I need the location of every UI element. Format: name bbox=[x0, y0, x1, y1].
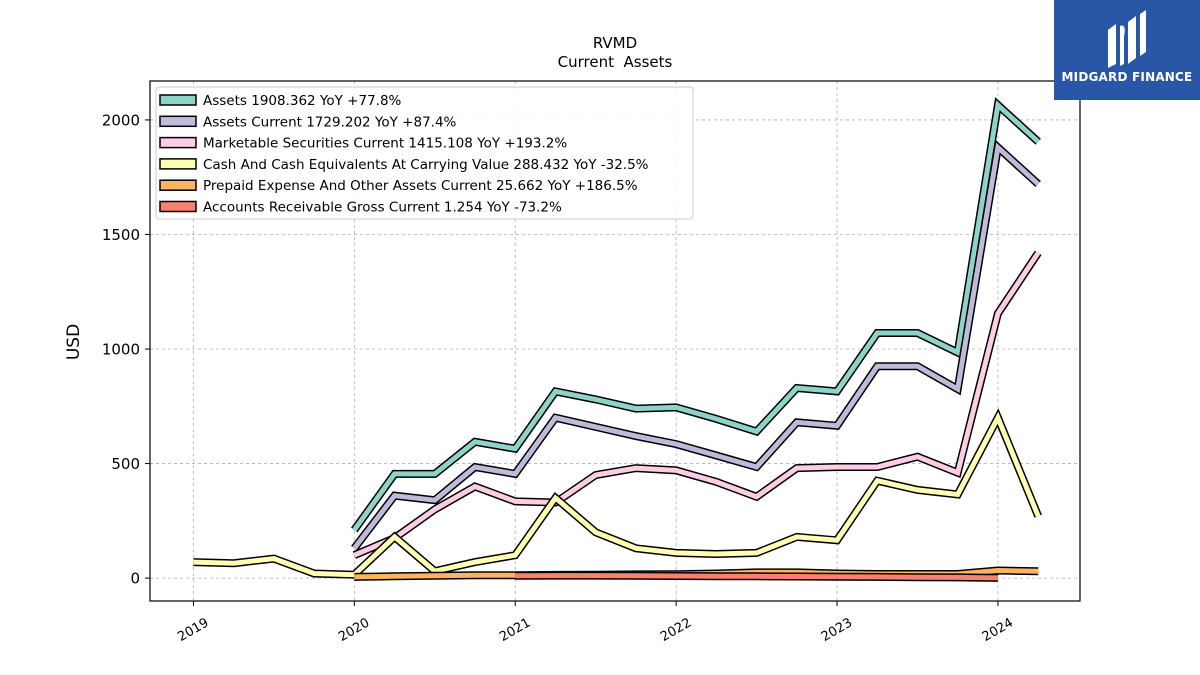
legend-swatch-0 bbox=[159, 94, 197, 106]
legend-label-4: Prepaid Expense And Other Assets Current… bbox=[203, 178, 638, 194]
legend-label-3: Cash And Cash Equivalents At Carrying Va… bbox=[203, 157, 649, 173]
legend-label-1: Assets Current 1729.202 YoY +87.4% bbox=[203, 114, 457, 130]
series-line-2 bbox=[353, 251, 1041, 558]
logo-text: MIDGARD FINANCE bbox=[1061, 70, 1193, 84]
y-tick-label: 2000 bbox=[102, 111, 140, 129]
chart-subtitle: Current Assets bbox=[558, 53, 673, 71]
x-tick-label: 2021 bbox=[497, 615, 533, 645]
x-tick-label: 2019 bbox=[175, 615, 211, 645]
y-tick-label: 1500 bbox=[102, 226, 140, 244]
y-axis-label: USD bbox=[64, 324, 84, 360]
y-tick-label: 1000 bbox=[102, 341, 140, 359]
y-tick-label: 500 bbox=[111, 455, 140, 473]
legend-label-2: Marketable Securities Current 1415.108 Y… bbox=[203, 136, 567, 152]
legend-swatch-3 bbox=[159, 158, 197, 170]
series-outline-2 bbox=[352, 250, 1042, 559]
x-tick-label: 2024 bbox=[980, 615, 1016, 645]
legend-swatch-5 bbox=[159, 200, 197, 213]
legend-swatch-4 bbox=[159, 179, 197, 191]
x-tick-label: 2020 bbox=[336, 615, 372, 645]
midgard-finance-logo: MIDGARD FINANCE bbox=[1054, 0, 1200, 100]
series-line-1 bbox=[352, 142, 1040, 550]
legend-swatch-2 bbox=[159, 136, 197, 149]
series-line-3 bbox=[193, 411, 1041, 578]
series-outline-3 bbox=[193, 408, 1042, 579]
chart-title: RVMD bbox=[593, 34, 637, 52]
series-line-5 bbox=[515, 573, 998, 581]
plot-frame bbox=[149, 80, 1081, 602]
x-tick-label: 2022 bbox=[658, 615, 694, 645]
legend-swatch-1 bbox=[159, 115, 197, 128]
legend-box bbox=[155, 86, 694, 220]
legend: Assets 1908.362 YoY +77.8% Assets Current… bbox=[155, 86, 694, 220]
series-line-0 bbox=[352, 100, 1040, 532]
x-tick-label: 2023 bbox=[819, 615, 855, 645]
legend-label-5: Accounts Receivable Gross Current 1.254 … bbox=[203, 200, 562, 216]
series-lines bbox=[193, 97, 1042, 582]
y-tick-label: 0 bbox=[130, 570, 140, 588]
legend-label-0: Assets 1908.362 YoY +77.8% bbox=[203, 93, 402, 109]
logo-mark-icon bbox=[1108, 10, 1146, 68]
